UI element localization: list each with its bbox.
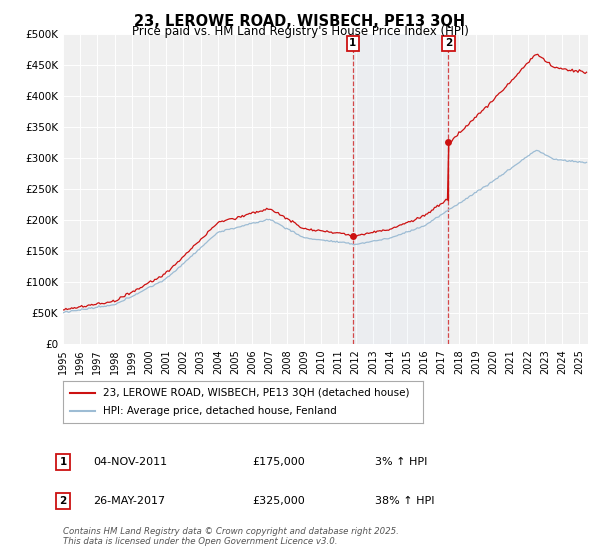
Text: £175,000: £175,000 [252,457,305,467]
Bar [353,34,448,344]
Text: 3% ↑ HPI: 3% ↑ HPI [375,457,427,467]
Text: 38% ↑ HPI: 38% ↑ HPI [375,496,434,506]
Text: 04-NOV-2011: 04-NOV-2011 [93,457,167,467]
Text: 23, LEROWE ROAD, WISBECH, PE13 3QH (detached house): 23, LEROWE ROAD, WISBECH, PE13 3QH (deta… [103,388,409,398]
Text: 2: 2 [445,38,452,48]
Text: HPI: Average price, detached house, Fenland: HPI: Average price, detached house, Fenl… [103,406,337,416]
Text: Contains HM Land Registry data © Crown copyright and database right 2025.
This d: Contains HM Land Registry data © Crown c… [63,526,399,546]
Text: 2: 2 [59,496,67,506]
Text: 1: 1 [349,38,356,48]
Text: Price paid vs. HM Land Registry's House Price Index (HPI): Price paid vs. HM Land Registry's House … [131,25,469,38]
Text: 23, LEROWE ROAD, WISBECH, PE13 3QH: 23, LEROWE ROAD, WISBECH, PE13 3QH [134,14,466,29]
Text: £325,000: £325,000 [252,496,305,506]
Text: 26-MAY-2017: 26-MAY-2017 [93,496,165,506]
Text: 1: 1 [59,457,67,467]
